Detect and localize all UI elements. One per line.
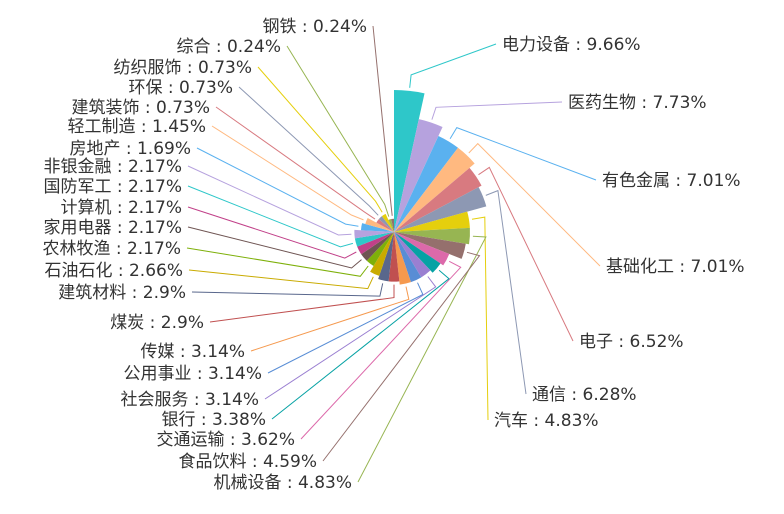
slice-label-传媒: 传媒 : 3.14% [140,342,245,362]
leader-line-公用事业 [267,282,424,374]
slice-环保[interactable] [378,216,394,232]
slice-label-银行: 银行 : 3.38% [161,410,266,430]
slice-煤炭[interactable] [388,232,400,282]
slice-label-公用事业: 公用事业 : 3.14% [123,364,262,384]
slice-石油石化[interactable] [370,232,394,276]
leader-line-建筑材料 [191,283,384,297]
slice-label-基础化工: 基础化工 : 7.01% [606,257,745,277]
leader-line-医药生物 [431,101,563,120]
slice-label-家用电器: 家用电器 : 2.17% [43,218,182,238]
leader-line-煤炭 [209,284,395,323]
slice-电子[interactable] [394,167,482,232]
slice-通信[interactable] [394,187,487,232]
slice-label-非银金融: 非银金融 : 2.17% [43,157,182,177]
slice-综合[interactable] [388,219,394,232]
slice-label-电子: 电子 : 6.52% [579,332,684,352]
slice-建筑装饰[interactable] [376,219,394,232]
slice-label-农林牧渔: 农林牧渔 : 2.17% [42,239,181,259]
slice-计算机[interactable] [357,232,394,255]
slice-社会服务[interactable] [394,232,431,278]
leader-line-社会服务 [264,276,437,400]
slice-label-交通运输: 交通运输 : 3.62% [156,430,295,450]
slice-label-通信: 通信 : 6.28% [532,385,637,405]
leader-lines-layer [186,25,601,483]
slice-非银金融[interactable] [354,229,394,239]
leader-line-食品饮料 [322,251,481,462]
leader-line-非银金融 [187,165,352,236]
slice-label-计算机: 计算机 : 2.17% [60,198,182,218]
leader-line-通信 [485,189,527,395]
slice-label-有色金属: 有色金属 : 7.01% [602,171,741,191]
leader-line-家用电器 [187,226,362,269]
slice-label-纺织服饰: 纺织服饰 : 0.73% [113,58,252,78]
slice-label-建筑装饰: 建筑装饰 : 0.73% [71,98,210,118]
slice-label-建筑材料: 建筑材料 : 2.9% [58,283,186,303]
slice-label-综合: 综合 : 0.24% [176,37,281,57]
leader-line-计算机 [187,206,357,259]
leader-line-建筑装饰 [215,106,376,220]
slice-label-轻工制造: 轻工制造 : 1.45% [67,117,206,137]
leader-line-石油石化 [188,269,374,290]
slice-label-医药生物: 医药生物 : 7.73% [568,93,707,113]
slice-农林牧渔[interactable] [366,232,394,266]
slice-传媒[interactable] [394,232,411,285]
leader-line-纺织服饰 [257,66,383,213]
slices-layer [354,90,487,285]
slice-轻工制造[interactable] [365,218,394,232]
labels-layer: 电力设备 : 9.66% 医药生物 : 7.73% 有色金属 : 7.01% 基础化工… [42,17,744,493]
leader-line-电力设备 [409,43,497,88]
leader-line-电子 [478,166,574,342]
slice-label-钢铁: 钢铁 : 0.24% [262,17,367,37]
slice-label-食品饮料: 食品饮料 : 4.59% [178,452,317,472]
slice-交通运输[interactable] [394,232,450,266]
slice-银行[interactable] [394,232,441,273]
slice-label-石油石化: 石油石化 : 2.66% [44,261,183,281]
slice-电力设备[interactable] [394,90,425,232]
leader-line-基础化工 [468,142,601,267]
leader-line-有色金属 [449,126,597,181]
leader-line-银行 [271,269,450,420]
slice-汽车[interactable] [394,211,470,232]
slice-食品饮料[interactable] [394,232,466,259]
slice-房地产[interactable] [360,223,394,232]
slice-label-电力设备: 电力设备 : 9.66% [502,35,641,55]
slice-公用事业[interactable] [394,232,422,283]
leader-line-交通运输 [300,260,462,440]
leader-line-综合 [286,45,390,217]
slice-基础化工[interactable] [394,147,475,232]
slice-label-汽车: 汽车 : 4.83% [494,411,599,431]
slice-label-房地产: 房地产 : 1.69% [69,139,191,159]
slice-label-煤炭: 煤炭 : 2.9% [110,313,204,333]
leader-line-机械设备 [357,235,487,483]
leader-line-汽车 [471,216,489,421]
slice-label-社会服务: 社会服务 : 3.14% [120,390,259,410]
slice-钢铁[interactable] [391,218,394,232]
slice-国防军工[interactable] [354,232,394,247]
leader-line-国防军工 [187,185,354,248]
slice-label-机械设备: 机械设备 : 4.83% [213,473,352,493]
slice-建筑材料[interactable] [378,232,394,282]
slice-有色金属[interactable] [394,135,459,232]
slice-label-国防军工: 国防军工 : 2.17% [43,177,182,197]
slice-医药生物[interactable] [394,119,443,232]
leader-line-传媒 [250,286,410,352]
slice-纺织服饰[interactable] [381,213,394,232]
slice-机械设备[interactable] [394,227,471,245]
leader-line-农林牧渔 [186,247,369,277]
leader-line-轻工制造 [211,125,364,221]
slice-家用电器[interactable] [361,232,394,261]
leader-line-房地产 [196,147,359,227]
leader-line-环保 [238,86,379,216]
leader-line-钢铁 [372,25,393,216]
slice-label-环保: 环保 : 0.73% [128,78,233,98]
